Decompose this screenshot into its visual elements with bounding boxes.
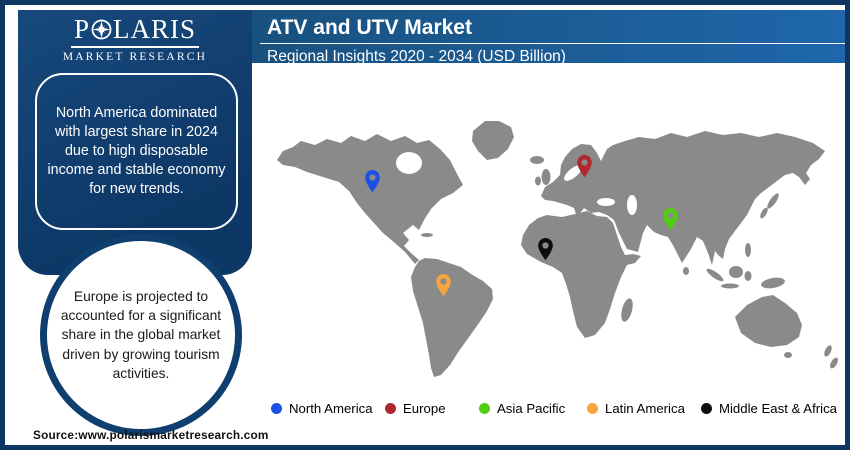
brand-tagline: MARKET RESEARCH [62,50,208,63]
legend-item-north-america: North America [271,401,373,416]
legend-label: Europe [403,401,446,416]
brand-rest: LARIS [113,14,197,44]
sea-baltic [564,165,582,181]
insight-box-north-america: North America dominated with largest sha… [35,73,238,230]
island-borneo [729,266,743,278]
map-pin-asia-pacific [662,208,678,231]
island-great-britain [541,169,551,185]
continent-south-america [411,258,493,377]
island-japan-south [760,207,768,219]
island-ireland [535,176,541,186]
island-new-zealand-south [830,357,838,369]
insight-circle-text: Europe is projected to accounted for a s… [60,289,222,381]
sea-black [597,198,615,206]
page-subtitle: Regional Insights 2020 - 2034 (USD Billi… [267,48,566,65]
continent-australia [735,295,802,347]
legend-dot-north-america [271,403,282,414]
island-java [721,283,739,289]
legend-dot-asia-pacific [479,403,490,414]
island-iceland [530,156,544,164]
legend-label: Asia Pacific [497,401,566,416]
legend-dot-europe [385,403,396,414]
sea-hudson-bay [396,152,422,174]
continent-north-america [277,134,463,264]
map-pin-middle-east-africa [537,238,553,261]
island-sulawesi [744,271,752,281]
legend-dot-latin-america [587,403,598,414]
legend-item-middle-east-africa: Middle East & Africa [701,401,837,416]
brand-name: P LARIS [18,16,252,43]
compass-star-icon [91,19,112,40]
island-new-guinea [761,277,785,289]
world-map-svg [277,121,838,377]
island-greenland [472,121,514,160]
map-pin-latin-america [435,274,451,297]
world-map [257,65,845,395]
header-band: ATV and UTV Market Regional Insights 202… [252,10,845,65]
legend-label: Latin America [605,401,685,416]
page-title: ATV and UTV Market [267,16,472,39]
logo-divider [71,46,199,48]
legend-item-latin-america: Latin America [587,401,685,416]
legend-item-europe: Europe [385,401,446,416]
insight-box-text: North America dominated with largest sha… [47,105,226,197]
title-divider [260,43,845,44]
insight-circle-europe: Europe is projected to accounted for a s… [47,241,235,429]
map-pin-north-america [364,170,380,193]
sidebar-panel [18,10,252,275]
legend-label: Middle East & Africa [719,401,838,416]
map-pin-europe [576,155,592,178]
island-philippines [745,243,751,257]
legend-dot-middle-east-africa [701,403,712,414]
continent-eurasia [541,131,825,265]
brand-initial: P [73,14,90,44]
source-attribution: Source:www.polarismarketresearch.com [33,428,269,442]
sea-caspian [627,195,637,215]
island-tasmania [784,352,792,358]
island-sri-lanka [683,267,689,275]
island-japan-north [767,193,779,209]
legend-item-asia-pacific: Asia Pacific [479,401,565,416]
map-legend: North America Europe Asia Pacific Latin … [257,401,845,419]
legend-label: North America [289,401,373,416]
island-madagascar [621,298,633,322]
island-new-zealand-north [824,345,832,357]
island-cuba [421,233,433,237]
island-sumatra [706,268,724,282]
brand-logo: P LARIS MARKET RESEARCH [18,16,252,63]
